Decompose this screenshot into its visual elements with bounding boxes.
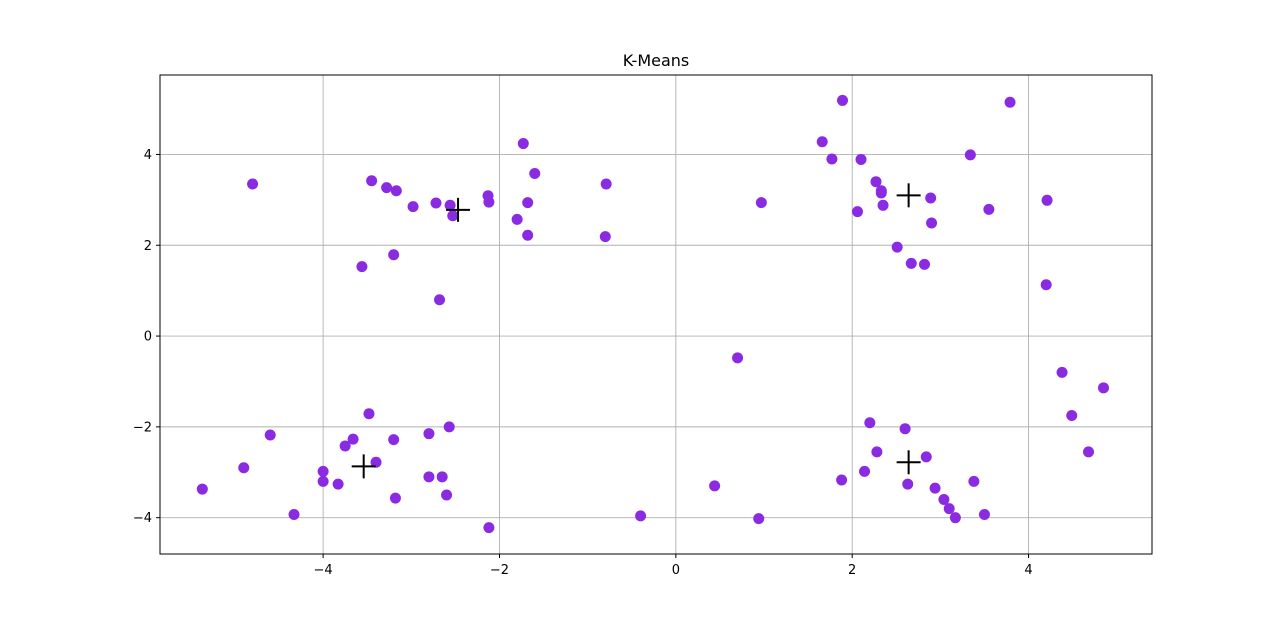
data-point bbox=[1098, 382, 1110, 394]
data-point bbox=[339, 440, 351, 452]
centroid-markers bbox=[351, 183, 921, 479]
data-point bbox=[529, 168, 541, 180]
data-point bbox=[434, 294, 446, 306]
x-tick-label: 2 bbox=[848, 563, 856, 578]
data-point bbox=[964, 149, 976, 161]
centroid-marker bbox=[446, 197, 471, 222]
chart-title: K-Means bbox=[623, 51, 690, 70]
data-point bbox=[196, 483, 208, 495]
data-point bbox=[483, 196, 495, 208]
data-point bbox=[366, 175, 378, 187]
grid-lines bbox=[160, 75, 1152, 554]
data-point bbox=[899, 423, 911, 435]
data-point bbox=[522, 197, 534, 209]
data-point bbox=[381, 182, 393, 194]
data-point bbox=[755, 197, 767, 209]
plot-frame bbox=[159, 74, 1153, 555]
data-point bbox=[444, 199, 456, 211]
data-point bbox=[926, 217, 938, 229]
data-point bbox=[317, 465, 329, 477]
data-point bbox=[968, 475, 980, 487]
data-point bbox=[826, 153, 838, 165]
data-point bbox=[836, 94, 848, 106]
data-point bbox=[390, 185, 402, 197]
data-point bbox=[709, 480, 721, 492]
centroid-marker bbox=[896, 450, 921, 475]
centroid-marker bbox=[896, 183, 921, 208]
data-point bbox=[370, 456, 382, 468]
data-point bbox=[875, 187, 887, 199]
axis-ticks: −4 −2 0 2 4 −4 −2 0 2 4 bbox=[133, 148, 1033, 578]
data-point bbox=[1040, 279, 1052, 291]
data-point bbox=[855, 153, 867, 165]
data-point bbox=[816, 136, 828, 148]
data-point bbox=[753, 513, 765, 525]
data-point bbox=[332, 478, 344, 490]
data-point bbox=[1041, 194, 1053, 206]
data-point bbox=[264, 429, 276, 441]
data-point bbox=[978, 508, 990, 520]
data-point bbox=[447, 210, 459, 222]
x-tick-label: 4 bbox=[1024, 563, 1032, 578]
data-point bbox=[902, 478, 914, 490]
data-point bbox=[905, 257, 917, 269]
data-point bbox=[356, 261, 368, 273]
data-point bbox=[441, 489, 453, 501]
data-point bbox=[938, 494, 950, 506]
data-point bbox=[389, 492, 401, 504]
data-points bbox=[196, 94, 1110, 534]
data-point bbox=[247, 178, 259, 190]
data-point bbox=[363, 408, 375, 420]
data-point bbox=[920, 451, 932, 463]
data-point bbox=[511, 213, 523, 225]
data-point bbox=[238, 462, 250, 474]
data-point bbox=[317, 475, 329, 487]
data-point bbox=[929, 482, 941, 494]
centroid-marker bbox=[351, 454, 376, 479]
data-point bbox=[1083, 446, 1095, 458]
y-tick-label: 0 bbox=[144, 330, 152, 345]
data-point bbox=[870, 176, 882, 188]
data-point bbox=[599, 231, 611, 243]
data-point bbox=[388, 434, 400, 446]
data-point bbox=[1066, 410, 1078, 422]
data-point bbox=[517, 138, 529, 150]
data-point bbox=[859, 465, 871, 477]
data-point bbox=[919, 258, 931, 270]
data-point bbox=[522, 229, 534, 241]
data-point bbox=[732, 352, 744, 364]
data-point bbox=[347, 433, 359, 445]
data-point bbox=[836, 474, 848, 486]
x-tick-label: 0 bbox=[672, 563, 680, 578]
data-point bbox=[436, 471, 448, 483]
data-point bbox=[983, 203, 995, 215]
y-tick-label: 4 bbox=[144, 148, 152, 163]
data-point bbox=[1004, 96, 1016, 108]
data-point bbox=[864, 417, 876, 429]
data-point bbox=[423, 428, 435, 440]
data-point bbox=[483, 522, 495, 534]
data-point bbox=[443, 421, 455, 433]
data-point bbox=[925, 192, 937, 204]
data-point bbox=[943, 503, 955, 515]
data-point bbox=[430, 197, 442, 209]
data-point bbox=[949, 512, 961, 524]
data-point bbox=[891, 241, 903, 253]
data-point bbox=[288, 508, 300, 520]
x-tick-label: −2 bbox=[490, 563, 509, 578]
y-tick-label: −4 bbox=[133, 511, 152, 526]
data-point bbox=[635, 510, 647, 522]
data-point bbox=[388, 249, 400, 261]
y-tick-label: 2 bbox=[144, 239, 152, 254]
data-point bbox=[600, 178, 612, 190]
data-point bbox=[1056, 366, 1068, 378]
data-point bbox=[871, 446, 883, 458]
data-point bbox=[877, 199, 889, 211]
data-point bbox=[423, 471, 435, 483]
data-point bbox=[851, 206, 863, 218]
data-point bbox=[407, 201, 419, 213]
x-tick-label: −4 bbox=[314, 563, 333, 578]
y-tick-label: −2 bbox=[133, 420, 152, 435]
